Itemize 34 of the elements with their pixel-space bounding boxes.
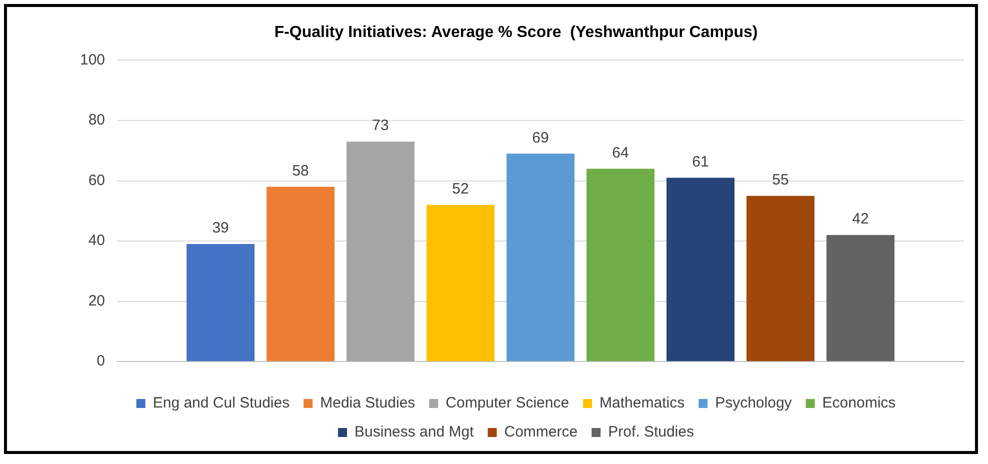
chart-title: F-Quality Initiatives: Average % Score (Yeshwanthpur Campus) <box>274 24 758 42</box>
y-tick-label: 80 <box>88 112 106 129</box>
y-tick-label: 20 <box>88 292 106 310</box>
bar <box>346 142 415 362</box>
data-label: 58 <box>292 162 309 180</box>
legend-label: Psychology <box>715 394 792 412</box>
y-tick-label: 100 <box>80 51 106 68</box>
data-label: 69 <box>532 129 549 146</box>
y-tick-label: 60 <box>88 172 106 189</box>
y-tick-label: 0 <box>96 352 106 370</box>
bar <box>186 244 255 362</box>
legend-label: Economics <box>822 394 896 412</box>
data-label: 61 <box>692 153 709 170</box>
data-label: 55 <box>772 171 789 188</box>
legend-label: Eng and Cul Studies <box>152 394 290 412</box>
bar <box>506 154 575 362</box>
legend-label: Computer Science <box>446 394 570 412</box>
legend-label: Commerce <box>504 424 578 441</box>
legend-label: Prof. Studies <box>608 424 694 441</box>
data-label: 39 <box>212 220 229 237</box>
legend-label: Media Studies <box>320 394 416 412</box>
data-label: 64 <box>612 144 629 162</box>
data-label: 52 <box>452 180 469 198</box>
legend-label: Business and Mgt <box>354 424 475 441</box>
legend-label: Mathematics <box>600 394 685 412</box>
bar <box>426 204 495 362</box>
bar <box>746 196 814 362</box>
bar <box>826 235 894 362</box>
data-label: 73 <box>372 117 389 134</box>
bar <box>666 178 734 362</box>
bar <box>586 168 654 362</box>
data-label: 42 <box>852 210 869 228</box>
bar <box>266 186 335 362</box>
y-tick-label: 40 <box>88 232 106 250</box>
